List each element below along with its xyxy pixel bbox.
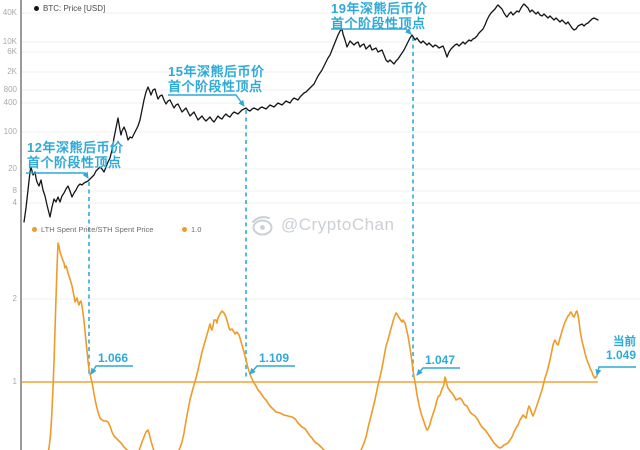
btc-price-legend: BTC: Price [USD] [34, 4, 105, 13]
y-axis-tick: 40K [2, 8, 17, 17]
annotation-line: 12年深熊后币价 [27, 140, 124, 155]
callout-leader-line [595, 366, 636, 376]
series-dot-icon [32, 227, 37, 232]
y-axis-tick: 800 [3, 85, 17, 94]
annotation-line: 15年深熊后币价 [168, 64, 265, 79]
callout-leader-line [416, 367, 460, 376]
callout-leader-line [331, 27, 412, 35]
callout-leader-line [90, 365, 133, 375]
ratio-line [47, 242, 598, 450]
annotation-line: 首个阶段性顶点 [331, 16, 426, 31]
btc-price-legend-label: BTC: Price [USD] [43, 4, 106, 13]
annotation-2015-top: 15年深熊后币价 首个阶段性顶点 [168, 64, 264, 94]
annotation-line: 首个阶段性顶点 [27, 155, 122, 170]
annotation-line: 19年深熊后币价 [331, 1, 428, 16]
callout-leader-line [249, 365, 295, 375]
series-dot-icon [182, 227, 187, 232]
y-axis-tick: 400 [3, 98, 17, 107]
y-axis-tick: 6K [7, 47, 17, 56]
series-dot-icon [34, 6, 39, 11]
baseline-legend: 1.0 [182, 225, 201, 234]
ratio-callout-1109: 1.109 [259, 351, 290, 365]
y-axis-tick: 20 [8, 164, 17, 173]
y-axis-tick: 2K [7, 67, 17, 76]
ratio-callout-1047: 1.047 [425, 353, 456, 367]
annotation-line: 首个阶段性顶点 [168, 79, 263, 94]
watermark-handle: @CryptoChan [281, 215, 395, 234]
y-axis-tick: 8 [12, 186, 17, 195]
callout-leader-line [168, 94, 245, 107]
ratio-callout-1066: 1.066 [98, 351, 129, 365]
weibo-eye-icon [252, 216, 273, 236]
y-axis-tick: 2 [12, 294, 17, 303]
current-value: 1.049 [605, 348, 636, 362]
ratio-callout-current: 当前 1.049 [599, 336, 636, 362]
lth-sth-ratio-legend: LTH Spent Price/STH Spent Price [32, 225, 153, 234]
watermark: @CryptoChan [250, 213, 394, 237]
btc-price-line [23, 3, 599, 223]
current-label: 当前 [613, 336, 636, 348]
annotation-2019-top: 19年深熊后币价 首个阶段性顶点 [331, 1, 427, 31]
y-axis-tick: 100 [3, 127, 17, 136]
lth-sth-ratio-legend-label: LTH Spent Price/STH Spent Price [41, 225, 154, 234]
callout-leader-line [26, 171, 89, 179]
y-axis-tick: 4 [12, 198, 17, 207]
y-axis-tick: 10K [2, 37, 17, 46]
annotation-2012-top: 12年深熊后币价 首个阶段性顶点 [27, 140, 123, 170]
baseline-legend-label: 1.0 [191, 225, 202, 234]
y-axis-tick: 1 [12, 377, 17, 386]
